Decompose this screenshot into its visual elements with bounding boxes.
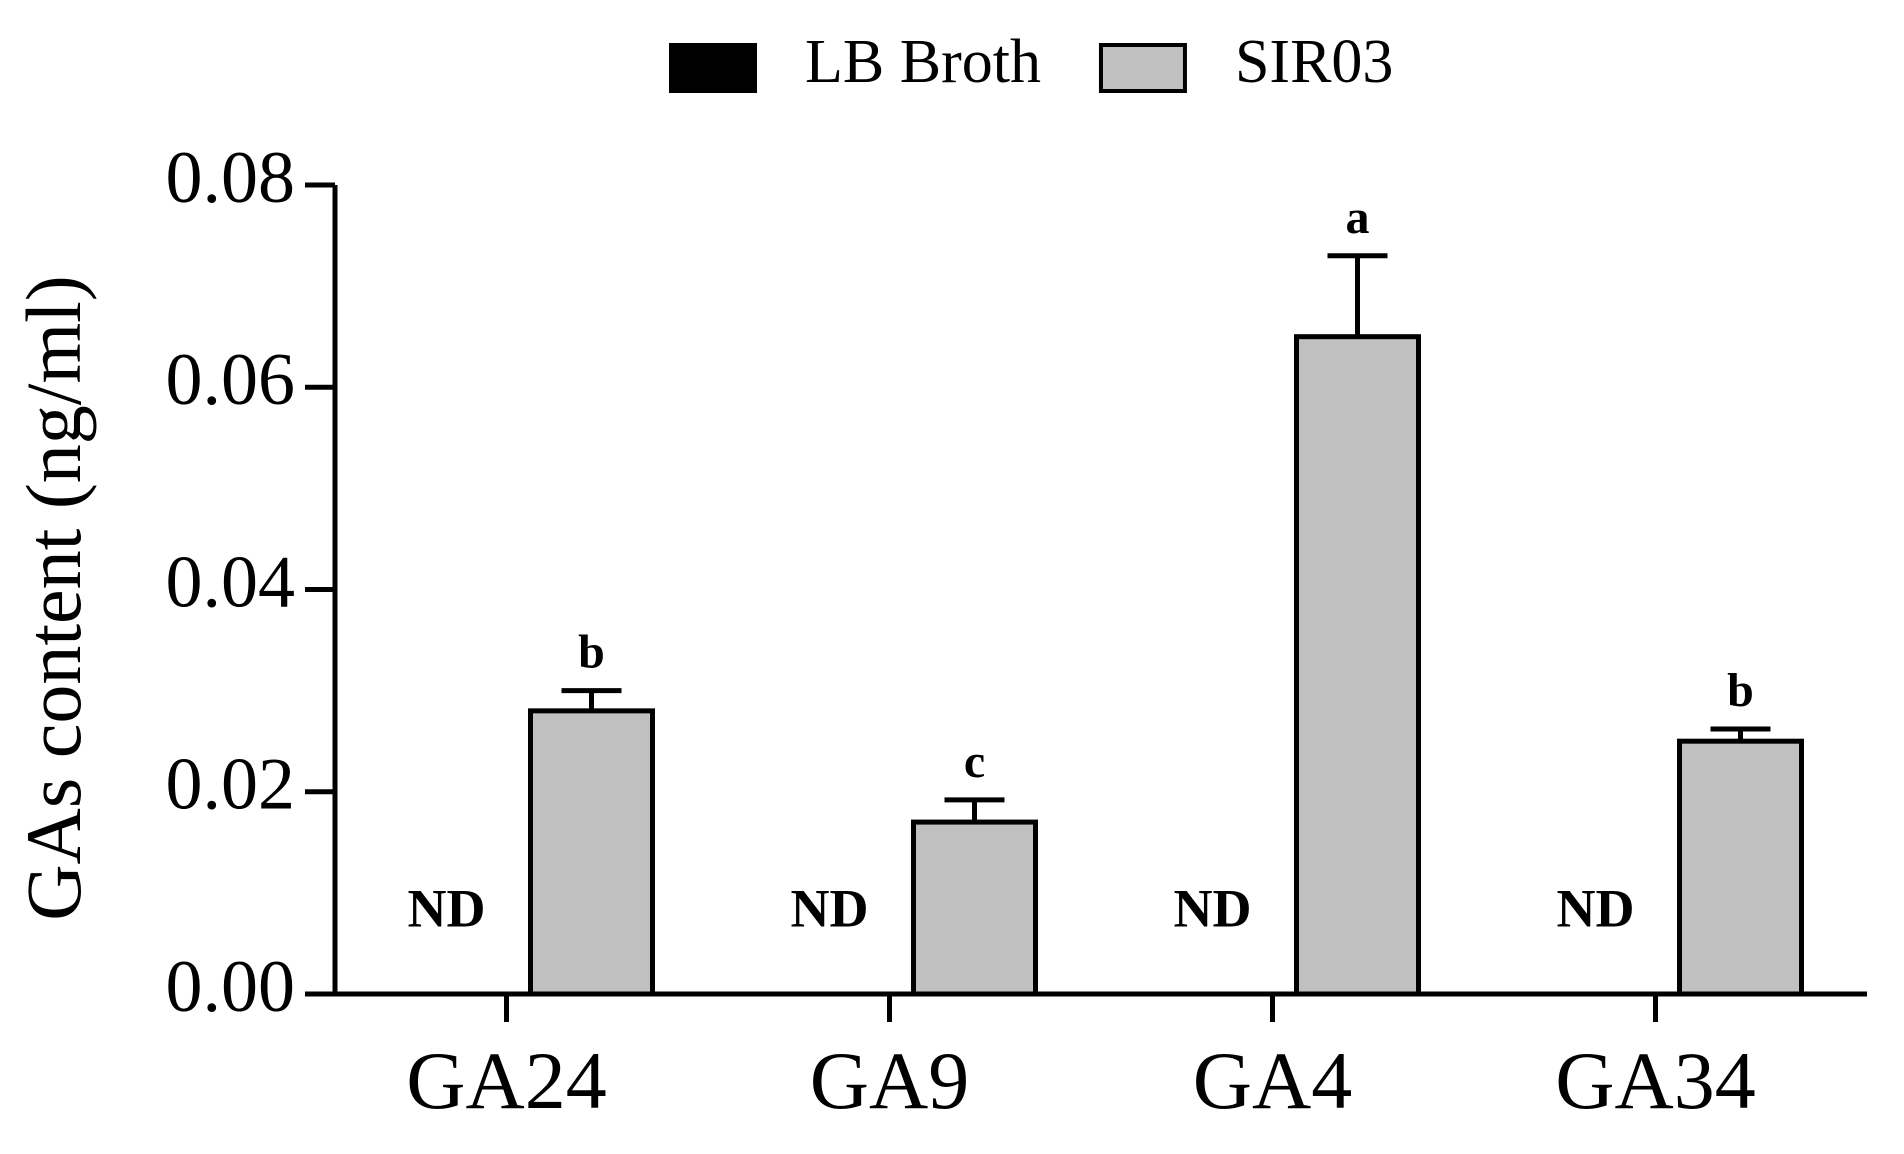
y-tick-label: 0.00 [166,946,296,1028]
bar [911,819,1038,997]
x-tick-label: GA34 [1555,1035,1755,1126]
value-label: ND [1557,878,1635,938]
y-tick-label: 0.02 [166,744,296,826]
significance-letter: b [1727,664,1754,717]
legend-swatch [669,43,757,93]
y-tick-label: 0.04 [166,541,296,623]
significance-letter: b [578,626,605,679]
bar [1677,738,1804,997]
legend-label: LB Broth [805,28,1041,96]
bar [1294,334,1421,997]
x-tick-label: GA9 [810,1035,969,1126]
y-axis-title: GAs content (ng/ml) [10,275,97,921]
value-label: ND [1174,878,1252,938]
x-tick-label: GA4 [1193,1035,1352,1126]
y-tick-label: 0.06 [166,339,296,421]
value-label: ND [791,878,869,938]
significance-letter: c [964,735,985,788]
value-label: ND [408,878,486,938]
y-tick-label: 0.08 [166,137,296,219]
x-tick-label: GA24 [406,1035,606,1126]
significance-letter: a [1346,191,1370,244]
legend-swatch [1098,43,1187,93]
bar [528,708,655,997]
legend-label: SIR03 [1235,28,1393,96]
